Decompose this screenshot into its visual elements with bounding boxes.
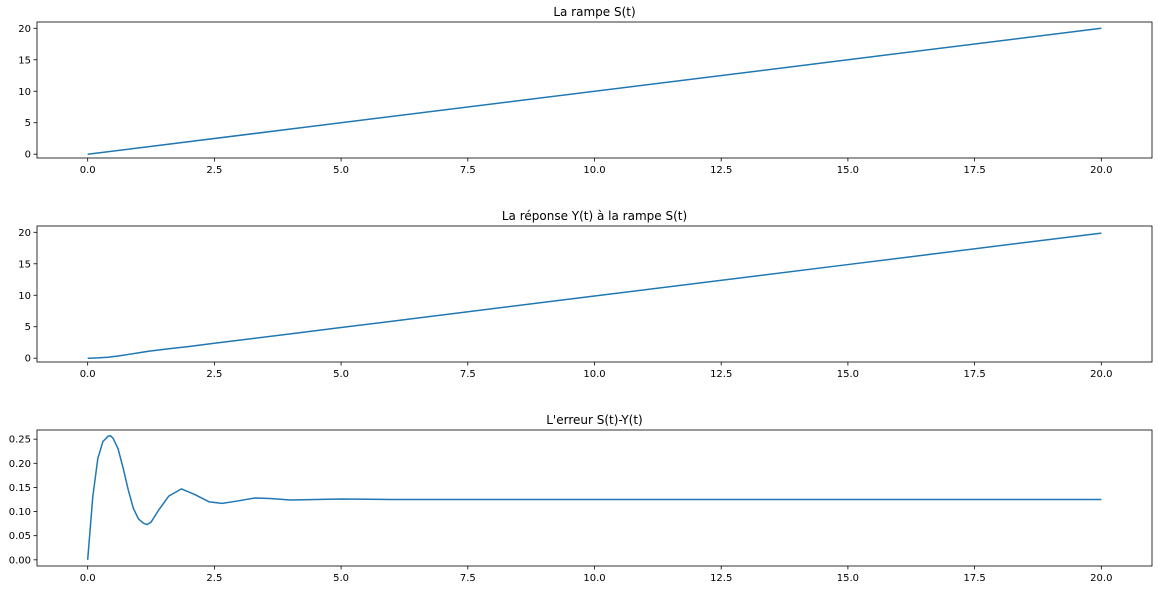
x-tick-label: 5.0	[333, 165, 349, 176]
x-tick-label: 10.0	[583, 165, 605, 176]
x-tick-label: 7.5	[460, 573, 476, 584]
axes-frame	[36, 21, 1153, 159]
axes-frame	[36, 429, 1153, 567]
x-tick-label: 10.0	[583, 369, 605, 380]
subplot-title: L'erreur S(t)-Y(t)	[546, 413, 643, 427]
x-tick-label: 2.5	[206, 573, 222, 584]
x-tick-label: 0.0	[80, 573, 96, 584]
x-tick-label: 17.5	[963, 369, 985, 380]
y-tick-label: 0.00	[9, 555, 31, 566]
x-tick-label: 15.0	[837, 573, 859, 584]
y-tick-label: 15	[18, 259, 31, 270]
x-tick-label: 2.5	[206, 369, 222, 380]
x-tick-label: 15.0	[837, 165, 859, 176]
x-tick-label: 5.0	[333, 573, 349, 584]
y-tick-label: 0.25	[9, 435, 31, 446]
subplot-2: La réponse Y(t) à la rampe S(t) 0.0 2.5 5.0…	[18, 209, 1153, 380]
y-tick-label: 0.20	[9, 459, 31, 470]
series-line	[87, 27, 1102, 155]
x-tick-label: 5.0	[333, 369, 349, 380]
x-tick-label: 17.5	[963, 573, 985, 584]
x-tick-label: 10.0	[583, 573, 605, 584]
x-tick-label: 20.0	[1090, 573, 1112, 584]
y-tick-label: 0	[25, 354, 31, 365]
subplot-3: L'erreur S(t)-Y(t) 0.0 2.5 5.0 7.5 10.0 12.5 15…	[9, 413, 1153, 584]
x-tick-label: 20.0	[1090, 369, 1112, 380]
x-tick-label: 12.5	[710, 573, 732, 584]
y-tick-label: 0.05	[9, 531, 31, 542]
series-line	[86, 435, 1102, 560]
subplot-1: La rampe S(t) 0.0 2.5 5.0 7.5 10.0 12.5 15.0 17.…	[18, 5, 1153, 176]
subplot-title: La rampe S(t)	[553, 5, 635, 19]
y-tick-label: 10	[18, 87, 31, 98]
y-tick-label: 0.15	[9, 483, 31, 494]
x-tick-label: 12.5	[710, 165, 732, 176]
y-tick-label: 20	[18, 24, 31, 35]
y-tick-label: 0.10	[9, 507, 31, 518]
x-tick-label: 0.0	[80, 165, 96, 176]
subplot-title: La réponse Y(t) à la rampe S(t)	[502, 209, 687, 223]
x-tick-label: 7.5	[460, 369, 476, 380]
x-tick-label: 0.0	[80, 369, 96, 380]
x-tick-label: 12.5	[710, 369, 732, 380]
y-tick-label: 20	[18, 228, 31, 239]
axes-frame	[36, 225, 1153, 363]
x-tick-label: 2.5	[206, 165, 222, 176]
x-tick-label: 7.5	[460, 165, 476, 176]
x-tick-label: 15.0	[837, 369, 859, 380]
y-tick-label: 5	[25, 118, 31, 129]
y-tick-label: 10	[18, 291, 31, 302]
y-tick-label: 5	[25, 322, 31, 333]
series-line	[87, 232, 1102, 359]
y-tick-label: 0	[25, 150, 31, 161]
y-tick-label: 15	[18, 55, 31, 66]
x-tick-label: 20.0	[1090, 165, 1112, 176]
x-tick-label: 17.5	[963, 165, 985, 176]
